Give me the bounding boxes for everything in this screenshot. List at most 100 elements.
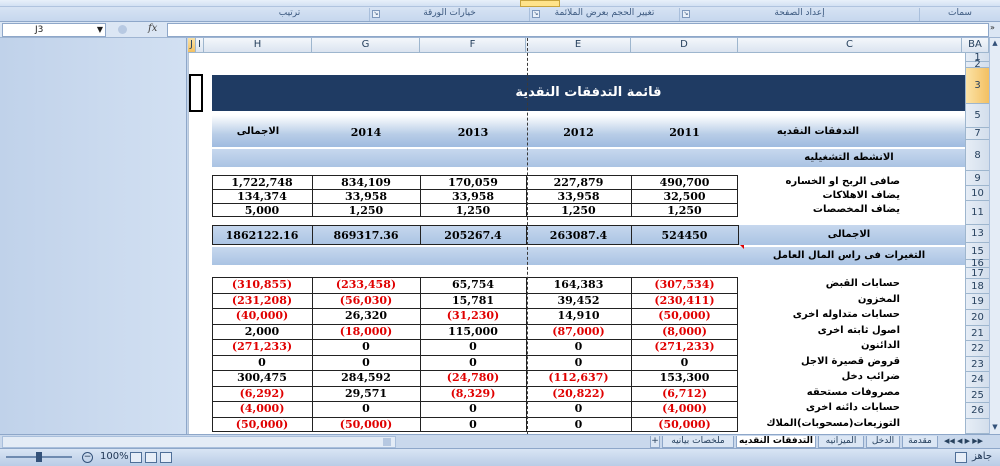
insert-sheet-icon[interactable]: + [650, 436, 660, 448]
zoom-slider-knob[interactable] [36, 452, 42, 462]
column-header-f[interactable]: F [420, 38, 526, 53]
row-header-18[interactable]: 18 [965, 279, 989, 294]
row-header-1[interactable]: 1 [965, 53, 989, 63]
operating-cell[interactable]: 134,374 [237, 190, 287, 203]
working-capital-cell[interactable]: 0 [469, 417, 477, 431]
working-capital-cell[interactable]: (50,000) [339, 417, 393, 431]
name-box[interactable]: J3 ▼ [2, 23, 106, 37]
working-capital-cell[interactable]: (231,208) [231, 293, 293, 307]
tab-charts[interactable]: ملخصات بيانيه [662, 436, 734, 448]
working-capital-cell[interactable]: (20,822) [552, 386, 605, 400]
tab-cash-flow[interactable]: التدفقات النقديه [736, 436, 816, 448]
column-header-h[interactable]: H [204, 38, 312, 53]
tab-balance-sheet[interactable]: الميزانيه [818, 436, 864, 448]
operating-cell[interactable]: 33,958 [451, 190, 495, 203]
operating-cell[interactable]: 1,722,748 [231, 176, 293, 189]
working-capital-cell[interactable]: 0 [574, 340, 583, 353]
page-break-view-icon[interactable] [130, 452, 142, 463]
column-header-g[interactable]: G [312, 38, 420, 53]
working-capital-cell[interactable]: 0 [680, 355, 689, 369]
dialog-launcher-icon[interactable]: ↘ [532, 10, 540, 18]
row-header-26[interactable]: 26 [965, 403, 989, 419]
working-capital-cell[interactable]: 0 [362, 355, 370, 369]
working-capital-cell[interactable]: (8,329) [450, 386, 496, 400]
column-header-ba[interactable]: BA [962, 38, 989, 53]
row-header-10[interactable]: 10 [965, 186, 989, 201]
operating-cell[interactable]: 170,059 [448, 176, 498, 189]
column-header-i[interactable]: I [196, 38, 204, 53]
page-layout-view-icon[interactable] [145, 452, 157, 463]
operating-cell[interactable]: 32,500 [663, 190, 706, 203]
row-header-13[interactable]: 13 [965, 225, 989, 243]
working-capital-cell[interactable]: 65,754 [451, 278, 495, 291]
working-capital-cell[interactable]: (307,534) [654, 278, 715, 291]
normal-view-icon[interactable] [160, 452, 172, 463]
row-header-2[interactable]: 2 [965, 60, 989, 70]
working-capital-cell[interactable]: (310,855) [231, 278, 293, 291]
operating-cell[interactable]: 33,958 [344, 190, 388, 203]
working-capital-cell[interactable]: (87,000) [552, 324, 605, 338]
working-capital-cell[interactable]: 15,781 [451, 293, 495, 307]
tab-income[interactable]: الدخل [866, 436, 900, 448]
working-capital-cell[interactable]: (4,000) [662, 402, 707, 415]
worksheet[interactable]: قائمة التدفقات النقدية الاجمالى 2014 201… [200, 53, 965, 434]
row-header-stub[interactable] [965, 419, 989, 434]
operating-total-cell[interactable]: 1862122.16 [225, 229, 299, 242]
scroll-up-icon[interactable]: ▲ [992, 39, 998, 47]
working-capital-cell[interactable]: 153,300 [659, 371, 710, 384]
ribbon-highlight-button[interactable] [520, 0, 560, 7]
operating-cell[interactable]: 5,000 [244, 204, 280, 217]
dialog-launcher-icon[interactable]: ↘ [682, 10, 690, 18]
row-header-23[interactable]: 23 [965, 357, 989, 372]
working-capital-cell[interactable]: 0 [258, 355, 266, 369]
scrollbar-thumb[interactable] [383, 438, 391, 446]
working-capital-cell[interactable]: (271,233) [654, 340, 715, 353]
working-capital-cell[interactable]: (230,411) [654, 293, 715, 307]
working-capital-cell[interactable]: (24,780) [446, 371, 500, 384]
working-capital-cell[interactable]: 0 [469, 402, 477, 415]
active-cell-j3[interactable] [189, 74, 203, 112]
operating-total-cell[interactable]: 869317.36 [333, 229, 399, 242]
operating-cell[interactable]: 1,250 [561, 204, 596, 217]
working-capital-cell[interactable]: (8,000) [662, 324, 707, 338]
zoom-out-icon[interactable]: − [82, 452, 93, 463]
comment-indicator-icon[interactable] [740, 245, 744, 249]
working-capital-cell[interactable]: (6,712) [662, 386, 707, 400]
working-capital-cell[interactable]: (233,458) [335, 278, 397, 291]
working-capital-cell[interactable]: 300,475 [237, 371, 287, 384]
scroll-down-icon[interactable]: ▼ [992, 423, 998, 431]
working-capital-cell[interactable]: 14,910 [557, 309, 600, 322]
insert-function-icon[interactable]: fx [148, 23, 158, 34]
row-header-24[interactable]: 24 [965, 372, 989, 388]
row-header-15[interactable]: 15 [965, 243, 989, 260]
working-capital-cell[interactable]: (271,233) [231, 340, 293, 353]
working-capital-cell[interactable]: (6,292) [239, 386, 285, 400]
row-header-17[interactable]: 17 [965, 268, 989, 279]
operating-cell[interactable]: 1,250 [348, 204, 384, 217]
working-capital-cell[interactable]: 115,000 [448, 324, 498, 338]
working-capital-cell[interactable]: 2,000 [244, 324, 280, 338]
working-capital-cell[interactable]: 0 [362, 402, 370, 415]
column-header-d[interactable]: D [631, 38, 738, 53]
column-header-c[interactable]: C [738, 38, 962, 53]
working-capital-cell[interactable]: (31,230) [446, 309, 500, 322]
expand-formula-bar-icon[interactable]: » [990, 23, 995, 32]
tab-introduction[interactable]: مقدمة [902, 436, 938, 448]
operating-cell[interactable]: 834,109 [341, 176, 391, 189]
operating-cell[interactable]: 1,250 [455, 204, 491, 217]
tab-navigation-arrows[interactable]: ◀◀ ◀ ▶ ▶▶ [944, 437, 983, 445]
operating-cell[interactable]: 227,879 [553, 176, 604, 189]
working-capital-cell[interactable]: (40,000) [235, 309, 289, 322]
operating-cell[interactable]: 1,250 [667, 204, 702, 217]
working-capital-cell[interactable]: (18,000) [339, 324, 393, 338]
working-capital-cell[interactable]: 284,592 [341, 371, 391, 384]
row-header-21[interactable]: 21 [965, 326, 989, 341]
working-capital-cell[interactable]: 0 [574, 402, 583, 415]
formula-input[interactable] [167, 23, 989, 37]
row-header-20[interactable]: 20 [965, 310, 989, 326]
working-capital-cell[interactable]: 0 [574, 417, 583, 431]
zoom-level[interactable]: 100% [100, 451, 129, 462]
working-capital-cell[interactable]: 26,320 [344, 309, 388, 322]
horizontal-scrollbar[interactable] [2, 436, 396, 448]
working-capital-cell[interactable]: 0 [362, 340, 370, 353]
